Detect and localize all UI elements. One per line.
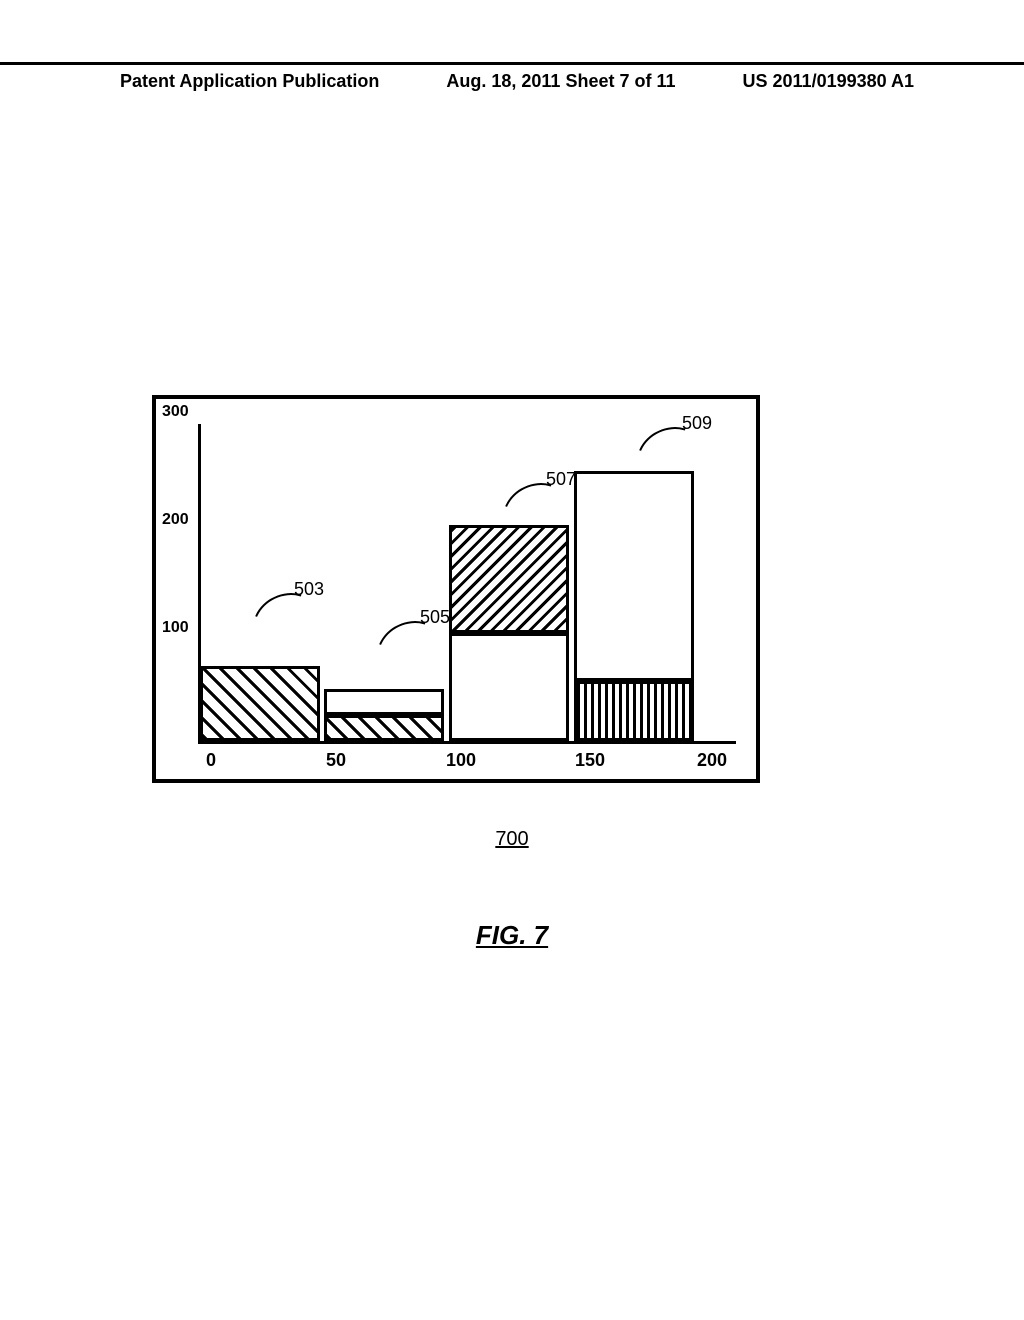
x-tick-label: 50 xyxy=(326,750,346,771)
bar-chart: 300 200 100 0 50 100 150 200 503 505 507 509 xyxy=(156,399,756,779)
pub-type: Patent Application Publication xyxy=(120,71,379,92)
figure-number: 700 xyxy=(0,828,1024,851)
x-tick-label: 200 xyxy=(697,750,727,771)
callout-label-509: 509 xyxy=(682,413,712,434)
sheet-info: Aug. 18, 2011 Sheet 7 of 11 xyxy=(446,71,675,92)
header-row: Patent Application Publication Aug. 18, … xyxy=(0,71,1024,92)
pub-number: US 2011/0199380 A1 xyxy=(743,71,914,92)
x-tick-label: 100 xyxy=(446,750,476,771)
y-tick-label: 200 xyxy=(162,511,189,529)
chart-frame: 300 200 100 0 50 100 150 200 503 505 507 509 xyxy=(152,395,760,783)
callout-label-503: 503 xyxy=(294,579,324,600)
bar-segment-505 xyxy=(324,715,444,741)
bar-segment-509 xyxy=(574,471,694,681)
bar-segment-507 xyxy=(449,633,569,741)
callout-label-507: 507 xyxy=(546,469,576,490)
x-axis xyxy=(198,741,736,744)
page-header: Patent Application Publication Aug. 18, … xyxy=(0,62,1024,92)
bar-segment-503 xyxy=(200,666,320,741)
bar-segment-505 xyxy=(324,689,444,715)
bar-segment-509 xyxy=(574,681,694,741)
y-tick-label: 100 xyxy=(162,619,189,637)
y-tick-label: 300 xyxy=(162,403,189,421)
bar-segment-507 xyxy=(449,525,569,633)
x-tick-label: 0 xyxy=(206,750,216,771)
figure-caption: FIG. 7 xyxy=(0,920,1024,951)
x-tick-label: 150 xyxy=(575,750,605,771)
callout-label-505: 505 xyxy=(420,607,450,628)
